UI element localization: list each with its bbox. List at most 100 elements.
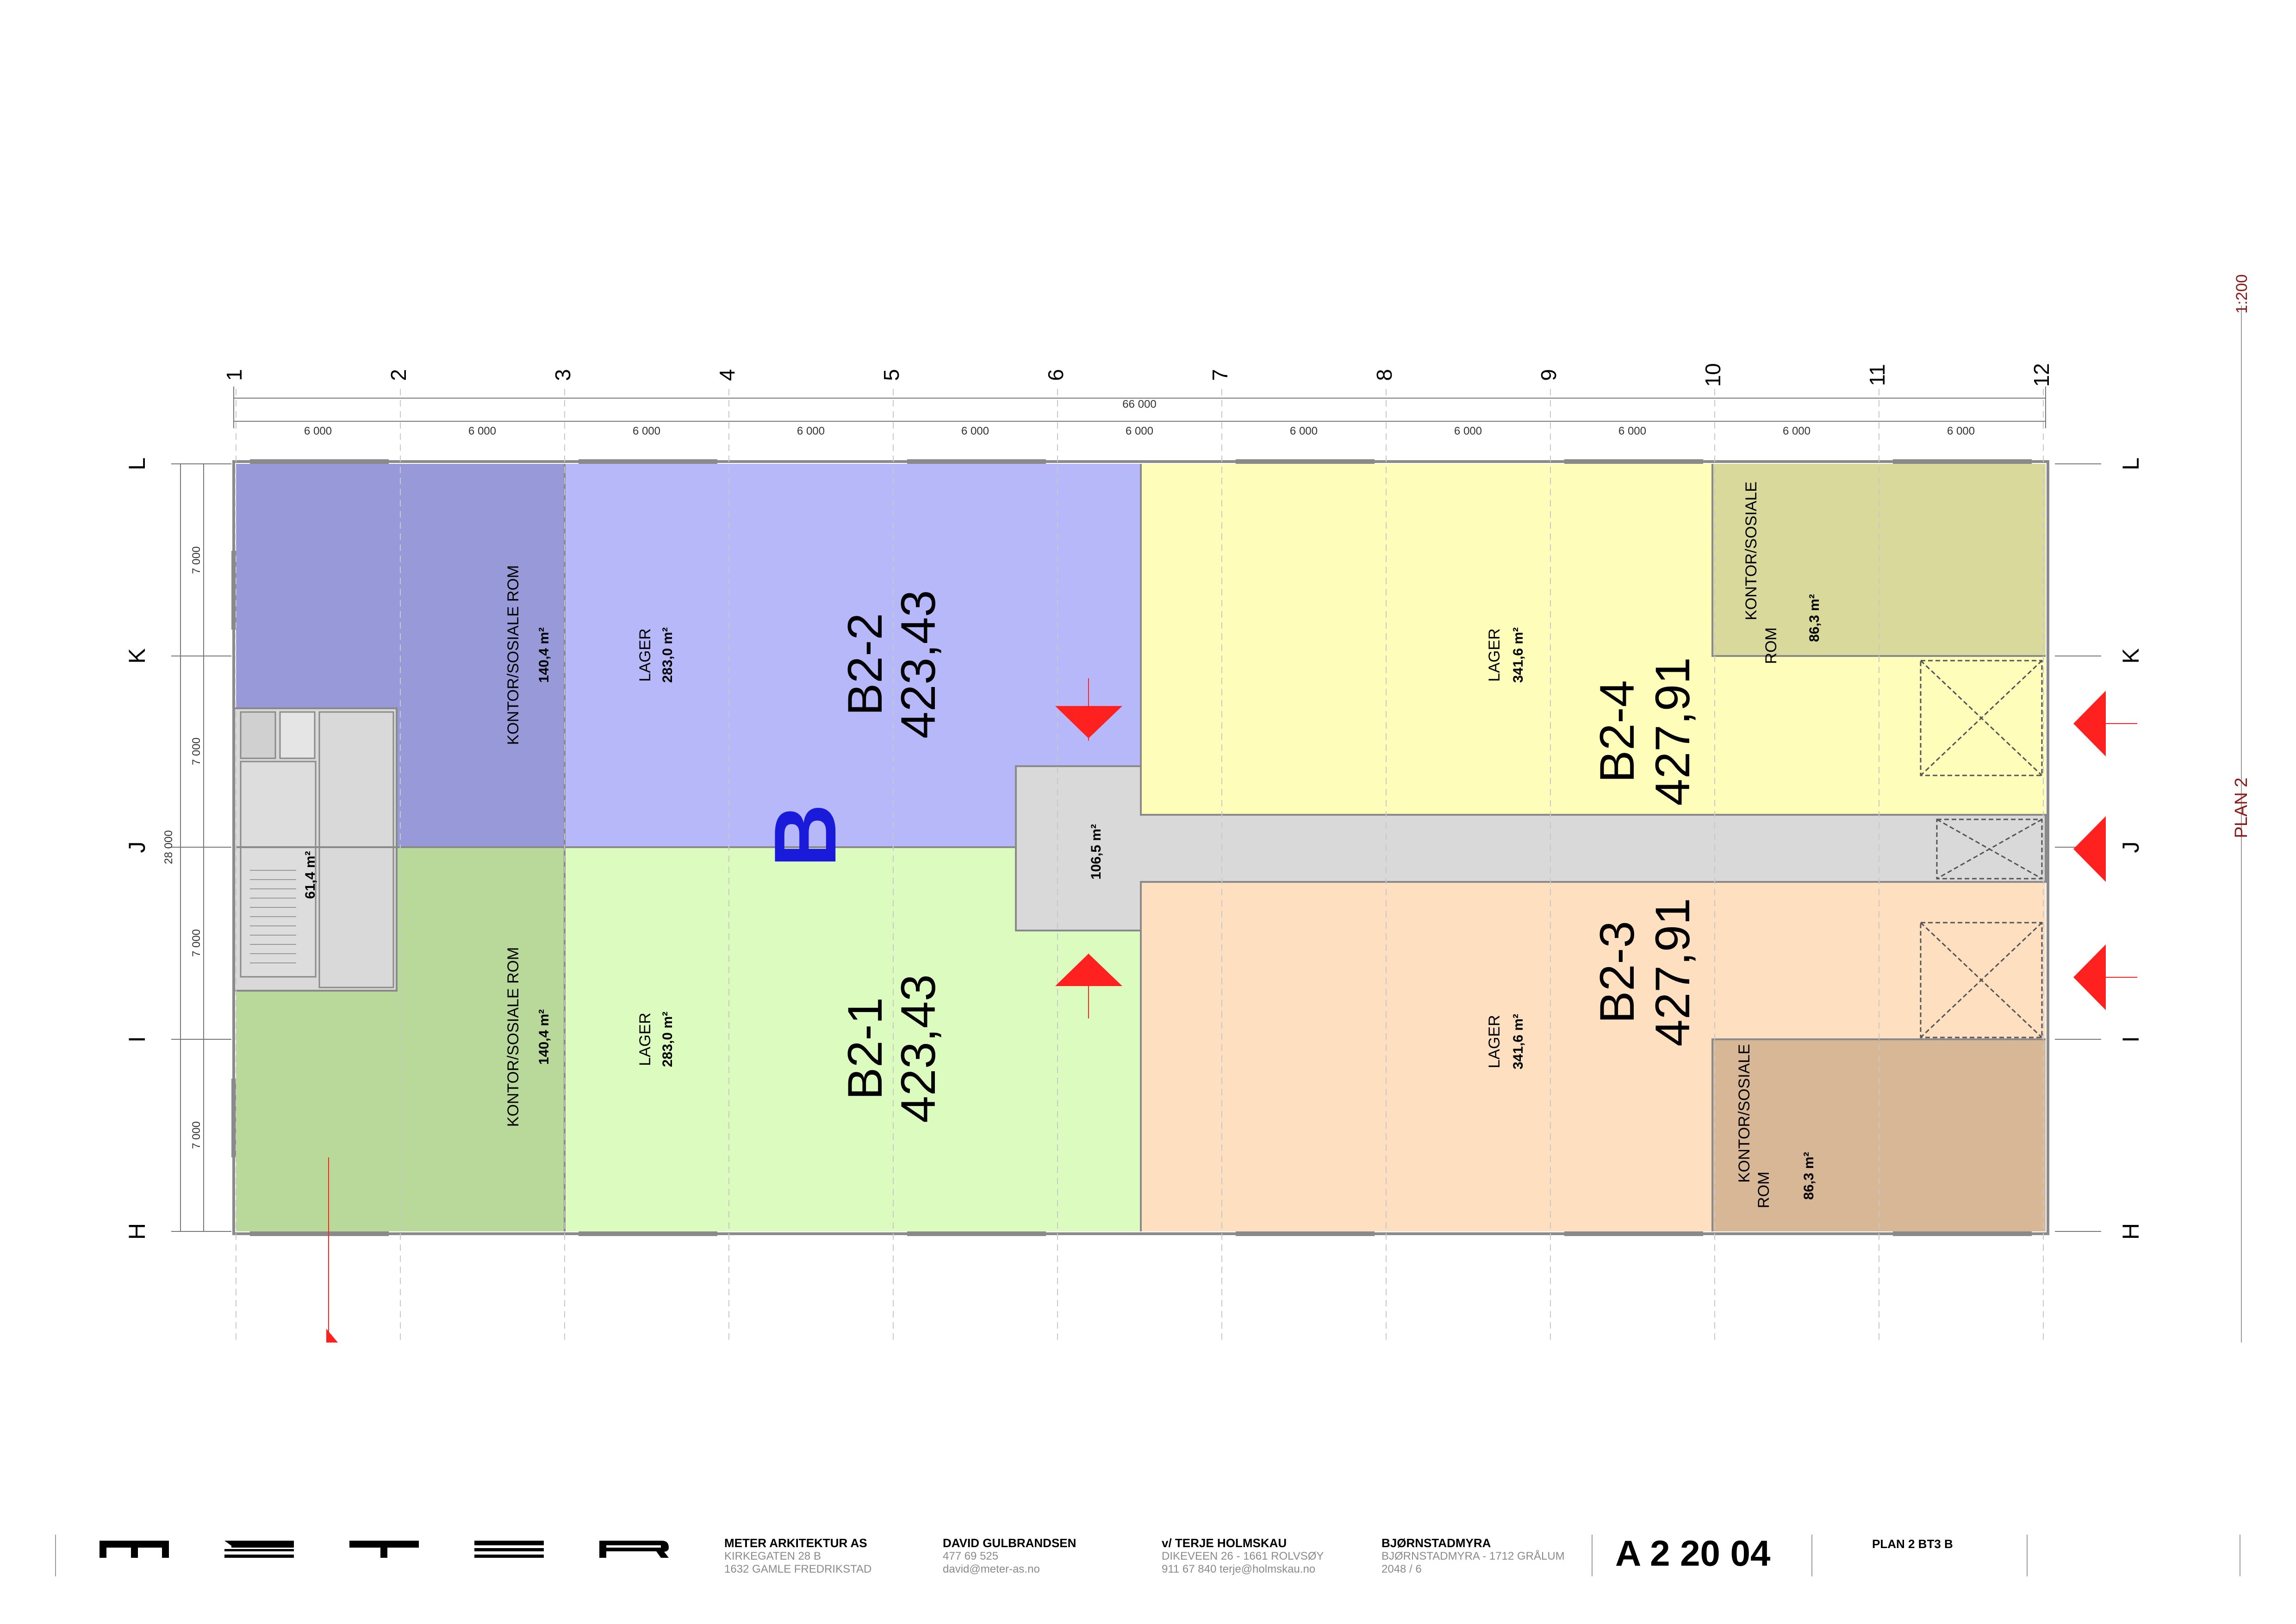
entrance-markers (326, 678, 2137, 1343)
grid-row-j-right: J (2118, 842, 2144, 853)
dim-bay-5: 000 9 (961, 424, 989, 437)
grid-row-k-right: K (2118, 648, 2144, 663)
grid-col-5: 5 (879, 369, 903, 381)
unit-b2-2-area: 423,43 (891, 590, 946, 738)
unit-b2-3-area: 427,91 (1646, 898, 1700, 1046)
dim-bay-3: 000 9 (633, 424, 660, 437)
room-name2-kontor-b2-3: ROM (1755, 1172, 1773, 1208)
room-area-lager-b2-1: 283,0 m² (660, 1012, 675, 1067)
room-name-lager-b2-1: LAGER (636, 1012, 654, 1066)
dim-bay-2: 000 9 (468, 424, 496, 437)
room-name-kontor-b2-2: KONTOR/SOSIALE ROM (504, 565, 522, 745)
dim-bay-1: 000 9 (304, 424, 332, 437)
grid-col-8: 8 (1372, 369, 1396, 381)
unit-b2-4-id: B2-4 (1590, 680, 1644, 783)
room-area-lager-b2-4: 341,6 m² (1511, 627, 1526, 683)
dim-total-width: 000 99 (1122, 397, 1156, 410)
unit-b2-4-area: 427,91 (1646, 657, 1700, 806)
unit-b2-3-id: B2-3 (1590, 921, 1644, 1024)
section-marker (326, 1329, 338, 1343)
tb-client-name: v/ TERJE HOLMSKAU (1162, 1536, 1287, 1550)
room-area-kontor-b2-4: 86,3 m² (1807, 594, 1822, 642)
room-name-lager-b2-3: LAGER (1486, 1015, 1503, 1068)
building-letter: B (756, 804, 854, 867)
tb-firm: METER ARKITEKTUR AS KIRKEGATEN 28 B 1632… (724, 1536, 871, 1576)
grid-col-10: 10 (1701, 363, 1725, 387)
grid-col-7: 7 (1208, 369, 1232, 381)
dim-bay-6: 000 9 (1126, 424, 1153, 437)
grid-col-11: 11 (1865, 364, 1889, 386)
room-area-kontor-b2-3: 86,3 m² (1801, 1152, 1817, 1199)
grid-col-1: 1 (222, 369, 246, 381)
tb-drawing-title: PLAN 2 BT3 B (1872, 1537, 1953, 1551)
unit-b2-1-area: 423,43 (891, 974, 946, 1123)
tb-client-line2: 911 67 840 terje@holmskau.no (1162, 1563, 1316, 1575)
tb-project-line2: 2048 / 6 (1381, 1563, 1422, 1575)
window-marks (231, 459, 2032, 1236)
dimension-texts: 000 99 000 9 000 9 000 9 000 9 000 9 000… (162, 397, 1975, 1149)
room-area-lager-b2-2: 283,0 m² (660, 627, 675, 683)
drawing-scale: 1:200 (2233, 274, 2251, 313)
tb-project: BJØRNSTADMYRA BJØRNSTADMYRA - 1712 GRÅLU… (1381, 1536, 1565, 1576)
grid-col-2: 2 (386, 369, 411, 381)
stair-core-closet (318, 711, 394, 988)
dim-row-3: 7 000 (190, 929, 203, 957)
grid-row-l-left: L (124, 457, 150, 470)
grid-row-i-left: I (124, 1036, 150, 1043)
room-name2-kontor-b2-4: ROM (1762, 627, 1780, 664)
plan-label: PLAN 2 (2232, 778, 2251, 838)
entrance-arrow-b2-4 (2073, 691, 2106, 756)
unit-labels: B2-2 423,43 B2-1 423,43 B2-4 427,91 B2-3… (756, 590, 1700, 1123)
row-grid-labels: L K J I H L K J I H (124, 457, 2144, 1240)
tb-person-name: DAVID GULBRANDSEN (943, 1536, 1076, 1550)
dim-bay-7: 000 9 (1290, 424, 1318, 437)
grid-col-12: 12 (2029, 363, 2053, 387)
dim-bay-11: 000 9 (1947, 424, 1975, 437)
room-name1-kontor-b2-4: KONTOR/SOSIALE (1742, 481, 1760, 620)
room-labels: KONTOR/SOSIALE ROM 140,4 m² LAGER 283,0 … (303, 481, 1822, 1208)
title-block-lines (55, 1535, 2240, 1576)
room-area-stair: 61,4 m² (303, 851, 318, 899)
room-area-kontor-b2-1: 140,4 m² (536, 1009, 552, 1065)
tb-firm-name: METER ARKITEKTUR AS (724, 1536, 867, 1550)
grid-col-3: 3 (551, 369, 575, 381)
tb-person: DAVID GULBRANDSEN 477 69 525 david@meter… (943, 1536, 1076, 1576)
unit-b2-2-id: B2-2 (838, 613, 892, 716)
grid-lines (236, 389, 2044, 1343)
room-name-lager-b2-2: LAGER (636, 628, 654, 681)
grid-col-4: 4 (715, 369, 739, 381)
dim-bay-4: 000 9 (797, 424, 825, 437)
room-name-lager-b2-4: LAGER (1486, 628, 1503, 681)
tb-person-email: david@meter-as.no (943, 1563, 1040, 1575)
tb-project-line1: BJØRNSTADMYRA - 1712 GRÅLUM (1381, 1550, 1565, 1562)
grid-row-h-right: H (2118, 1223, 2144, 1240)
room-area-lager-b2-3: 341,6 m² (1511, 1014, 1526, 1069)
loading-doors (1920, 660, 2043, 1038)
room-area-kontor-b2-2: 140,4 m² (536, 627, 552, 683)
tb-client-line1: DIKEVEEN 26 - 1661 ROLVSØY (1162, 1550, 1324, 1562)
dim-total-depth: 28 000 (162, 830, 175, 864)
dim-row-1: 7 000 (190, 546, 203, 574)
grid-col-9: 9 (1537, 369, 1561, 381)
shaft-room (279, 711, 316, 759)
grid-row-j-left: J (124, 842, 150, 853)
tb-drawing-number: A 2 20 04 (1615, 1533, 1771, 1574)
grid-row-k-left: K (124, 648, 150, 663)
grid-col-6: 6 (1044, 369, 1068, 381)
grid-row-i-right: I (2118, 1036, 2144, 1043)
entrance-arrow-b2-3 (2073, 944, 2106, 1010)
room-area-corridor: 106,5 m² (1089, 824, 1104, 880)
shaft (240, 711, 276, 759)
corridor (1015, 765, 2047, 931)
col-grid-labels: 1 2 3 4 5 6 7 8 9 10 11 12 (222, 363, 2053, 387)
unit-b2-1-id: B2-1 (838, 997, 892, 1100)
tb-person-phone: 477 69 525 (943, 1550, 999, 1562)
stair-well (240, 761, 317, 978)
dim-row-2: 7 000 (190, 737, 203, 765)
tb-firm-line1: KIRKEGATEN 28 B (724, 1550, 821, 1562)
grid-row-h-left: H (124, 1223, 150, 1240)
dim-row-4: 7 000 (190, 1121, 203, 1149)
meter-logo (100, 1541, 669, 1558)
dim-bay-10: 000 9 (1783, 424, 1811, 437)
